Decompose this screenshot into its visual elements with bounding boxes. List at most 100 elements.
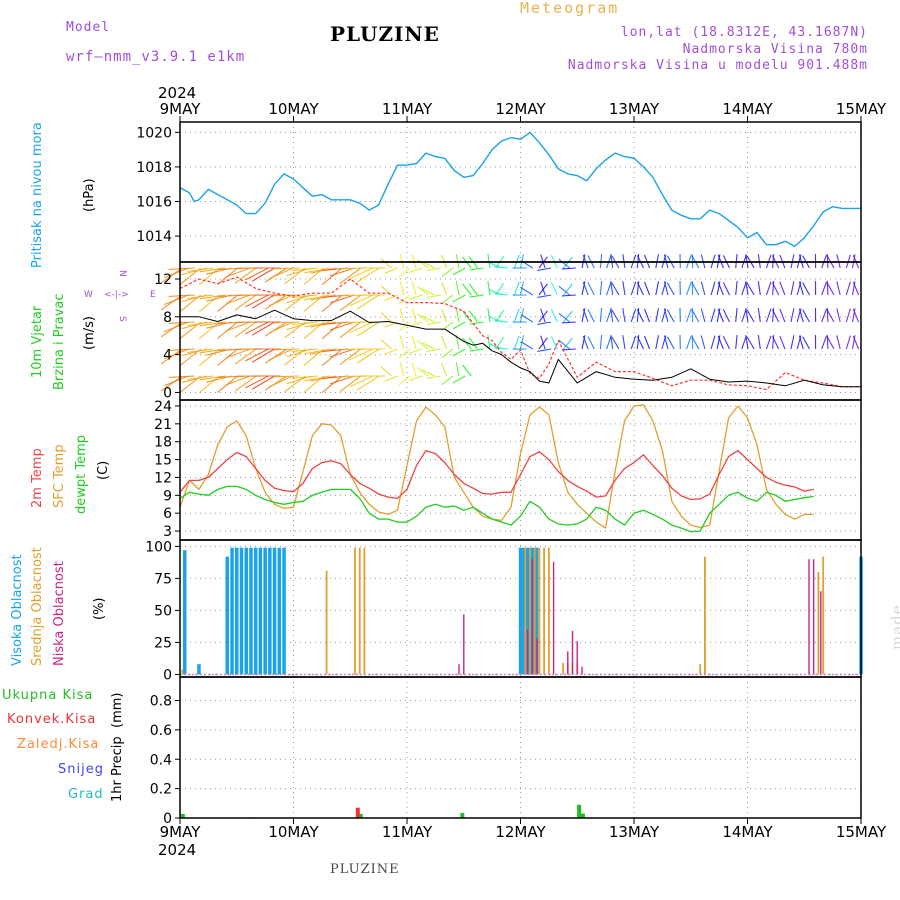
wind-barb — [494, 293, 509, 296]
wind-barb — [455, 308, 460, 323]
wind-barb — [234, 348, 257, 365]
wind-barb — [666, 309, 675, 323]
wind-barb — [198, 375, 220, 394]
wind-barb — [845, 308, 851, 323]
wind-barb — [716, 335, 721, 350]
mid-cloud-bar — [562, 662, 564, 675]
mid-cloud-bar — [548, 547, 550, 675]
meteogram-label: Meteogram — [520, 0, 620, 17]
wind-barb — [561, 294, 576, 297]
wind-barb — [187, 348, 214, 354]
wind-barb — [685, 335, 692, 350]
wind-barb — [164, 294, 189, 306]
wind-barb — [321, 294, 343, 313]
wind-barb — [399, 308, 405, 323]
wind-barb — [411, 335, 417, 350]
wind-barb — [717, 308, 724, 323]
wind-barb — [349, 294, 374, 307]
wind-barb — [199, 348, 226, 354]
wind-barb — [225, 321, 251, 332]
wind-barb — [558, 285, 571, 296]
wind-barb — [561, 321, 576, 324]
dewpt-line — [179, 485, 814, 533]
wind-barb — [622, 308, 626, 323]
wind-barb — [198, 321, 220, 340]
wind-barb — [321, 375, 343, 394]
wind-barb — [168, 267, 195, 270]
wind-barb — [380, 339, 392, 350]
wind-barb — [273, 267, 300, 270]
wind-barb — [836, 308, 841, 323]
compass-south: S — [117, 316, 127, 322]
wind-barb — [765, 335, 772, 350]
wind-barb — [821, 281, 828, 296]
wind-barb — [710, 281, 716, 296]
wind-barb — [606, 281, 612, 296]
wind-barb — [722, 282, 730, 296]
mid-cloud-bar — [533, 547, 536, 675]
wind-barb — [329, 294, 355, 304]
low-cloud-bar — [576, 641, 578, 675]
wind-barb — [329, 321, 355, 331]
wind-barb — [494, 347, 509, 350]
y-tick-label: 0 — [163, 385, 172, 401]
low-cloud-bar — [813, 559, 815, 675]
wind-barb — [468, 337, 478, 350]
compass-arrows: <-|-> — [104, 290, 129, 300]
x-tick-label-top: 11MAY — [382, 100, 433, 118]
high-cloud-bar — [253, 547, 258, 675]
wind-barb — [225, 267, 251, 278]
wind-barb — [790, 335, 795, 350]
wind-barb — [251, 348, 275, 363]
wind-barb — [321, 267, 343, 286]
wind-barb — [845, 335, 851, 350]
wind-barb — [537, 294, 552, 298]
high-cloud-bar — [197, 664, 201, 675]
total-precip-bar — [460, 812, 465, 818]
low-cloud-bar — [581, 666, 583, 675]
wind-barb — [356, 348, 380, 364]
footer-station: PLUZINE — [330, 862, 400, 877]
wind-barb — [622, 335, 626, 350]
wind-barb — [772, 336, 780, 350]
model-name: wrf–nmm_v3.9.1 e1km — [66, 49, 246, 65]
wind-barb — [558, 312, 571, 323]
legend-hail: Grad — [68, 787, 104, 802]
mid-cloud-bar — [543, 547, 545, 675]
wind-barb — [790, 308, 795, 323]
wind-barb — [746, 282, 755, 296]
wind-barb — [187, 375, 214, 381]
x-tick-label-bottom: 14MAY — [722, 823, 773, 841]
wind-barb — [722, 336, 730, 350]
wind-barb — [558, 339, 571, 350]
wind-barb — [164, 375, 189, 387]
wind-barb — [160, 348, 183, 365]
y-tick-label: 12 — [154, 470, 172, 486]
compass-west: W — [84, 290, 93, 300]
wind-barb — [655, 335, 660, 350]
wind-barb — [821, 308, 828, 323]
wind-barb — [746, 336, 755, 350]
total-precip-bar — [577, 804, 582, 818]
wind-barb — [599, 280, 603, 296]
wind-barb — [273, 348, 300, 351]
wind-barb — [269, 348, 294, 361]
wind-barb — [199, 294, 226, 300]
wind-barb — [225, 348, 251, 359]
high-cloud-bar — [272, 547, 277, 675]
temp2m-line — [179, 449, 814, 501]
mid-cloud-bar — [538, 547, 541, 675]
y-tick-label: 4 — [163, 348, 172, 364]
total-precip-bar — [180, 813, 185, 818]
wind-barb — [655, 254, 660, 269]
wind-barb — [745, 308, 749, 323]
wind-barb — [304, 294, 331, 301]
wind-barb — [416, 259, 429, 269]
wind-barb — [790, 281, 795, 296]
wind-barb — [599, 307, 603, 323]
high-cloud-bar — [522, 547, 526, 675]
wind-barb — [716, 308, 721, 323]
wind-barb — [772, 309, 780, 323]
y-tick-label: 3 — [163, 524, 172, 540]
wind-barb — [469, 267, 484, 271]
